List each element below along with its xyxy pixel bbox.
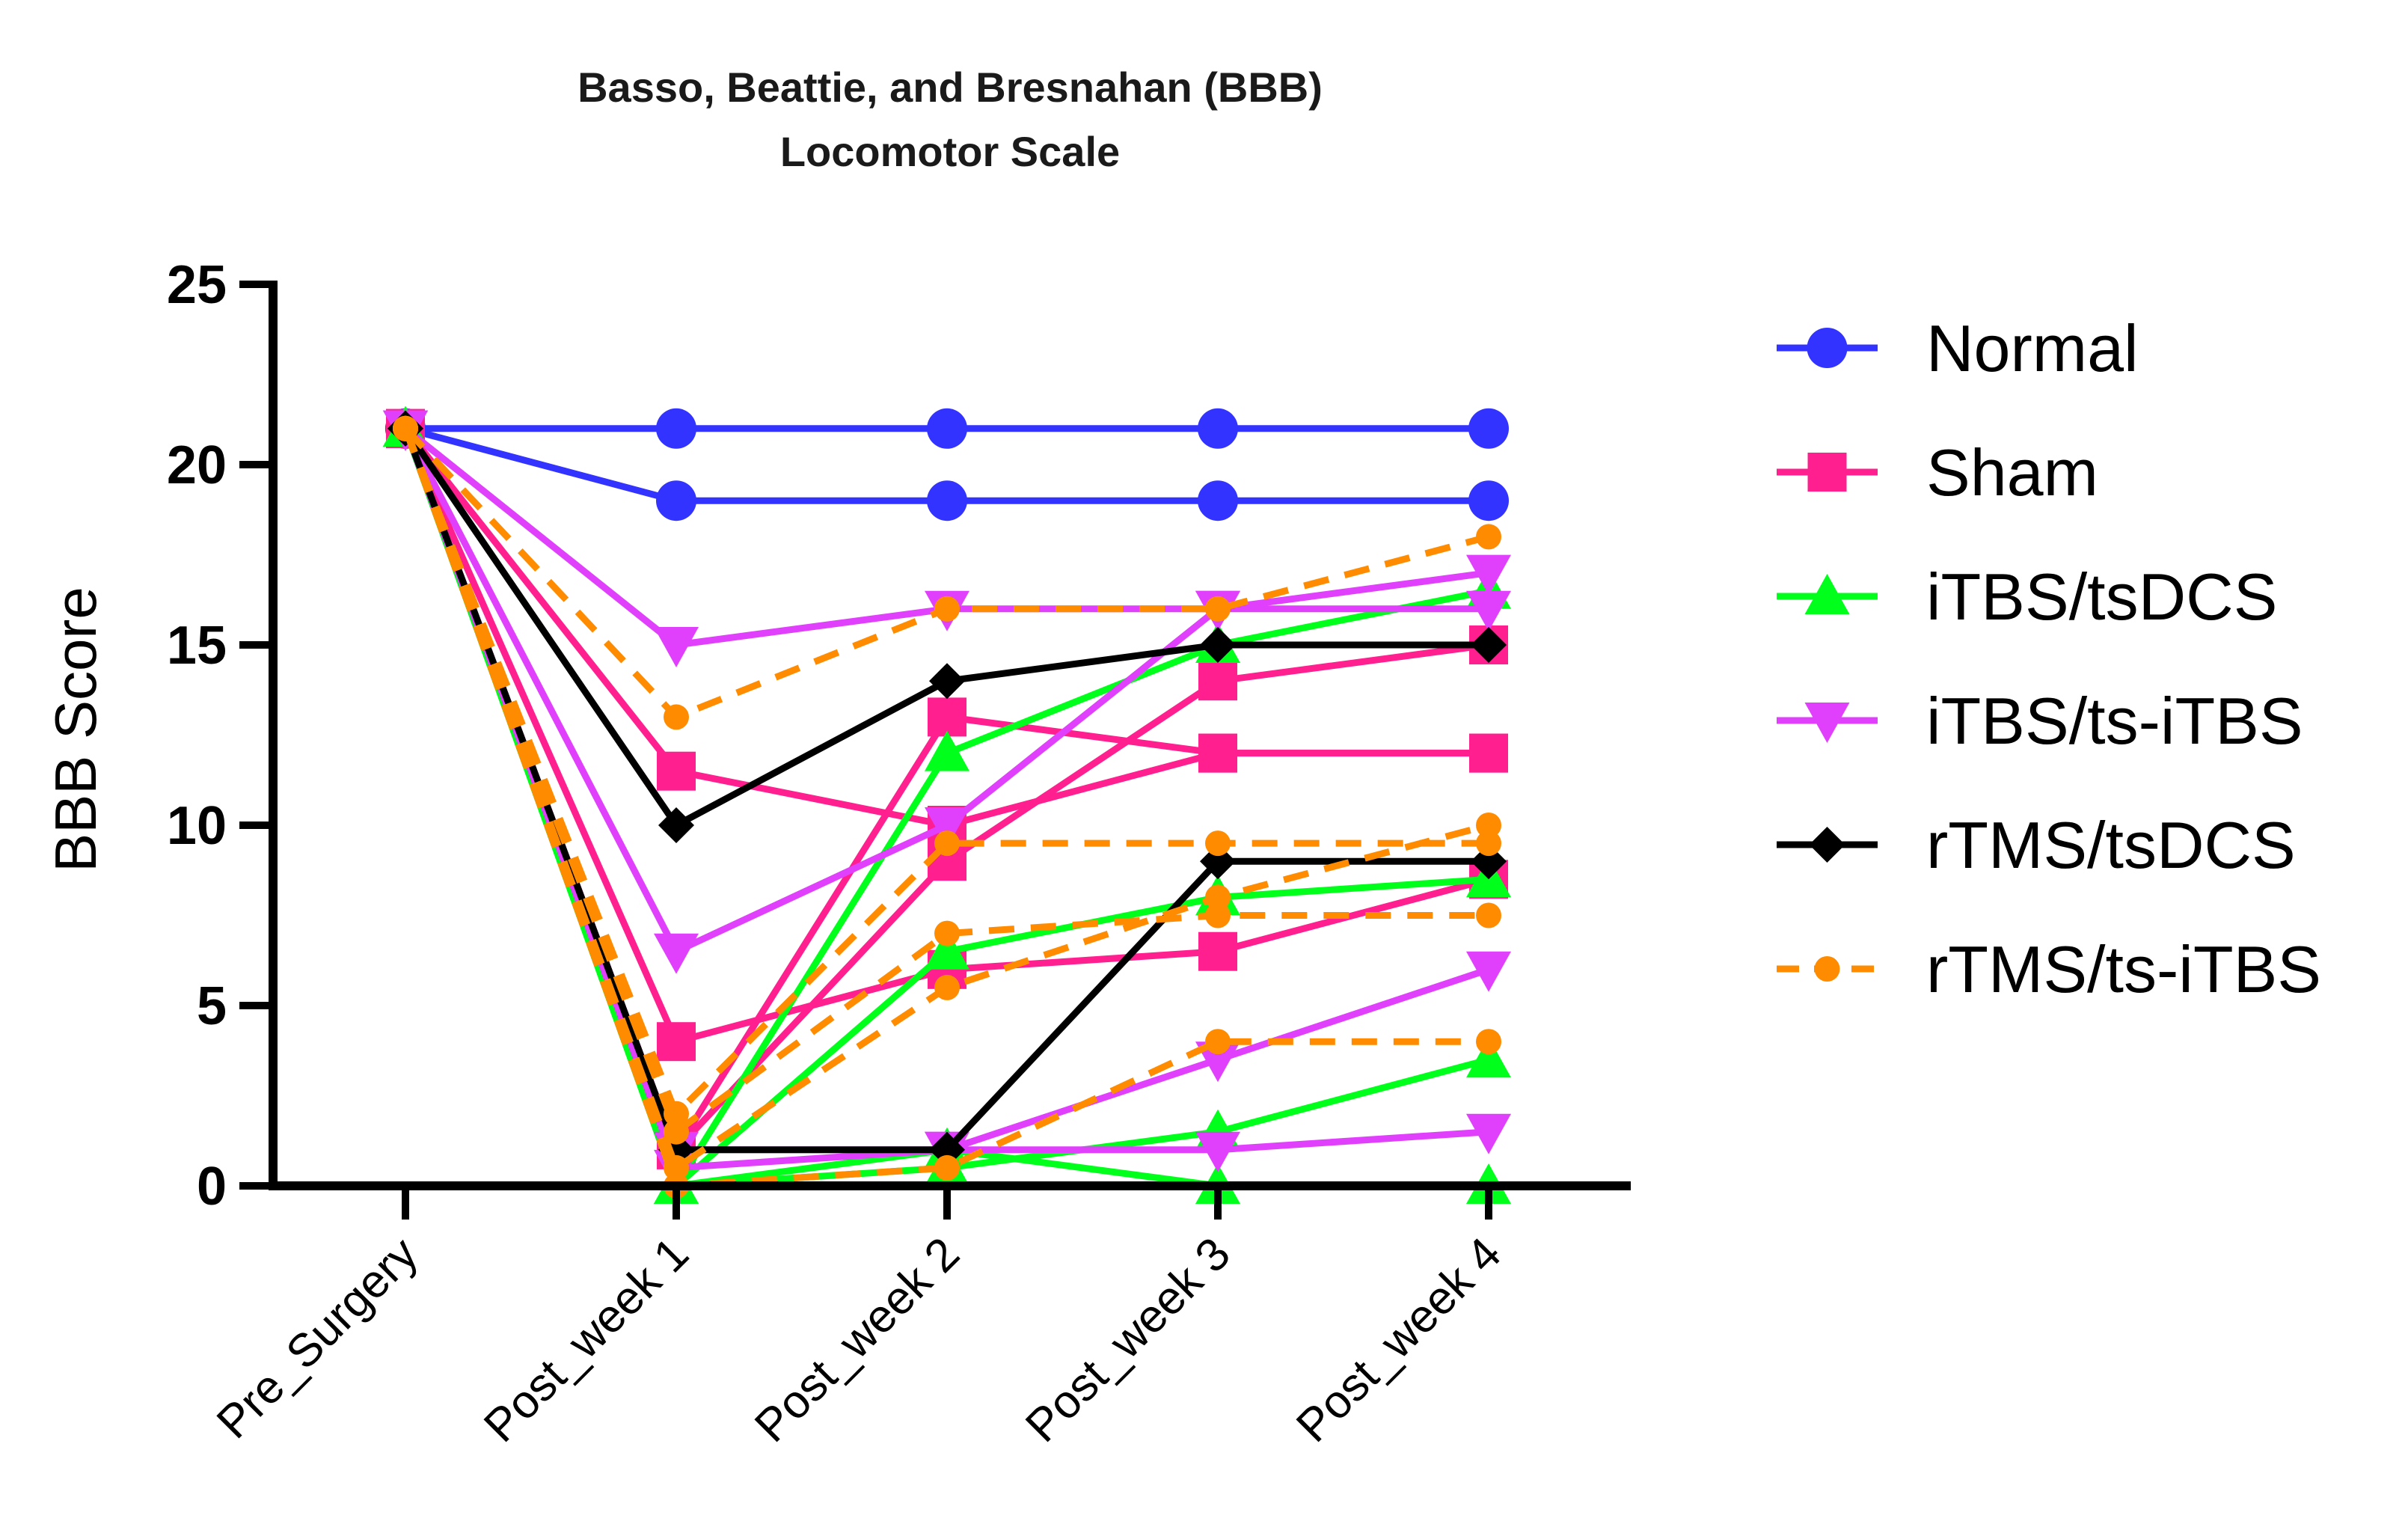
legend-label: iTBS/ts-iTBS bbox=[1926, 684, 2303, 758]
x-tick-label: Post_week 3 bbox=[1016, 1228, 1240, 1452]
y-tick-label: 0 bbox=[197, 1157, 227, 1217]
x-tick-label: Pre_Surgery bbox=[207, 1228, 428, 1448]
data-point bbox=[1468, 408, 1509, 449]
data-point bbox=[934, 920, 960, 946]
legend-swatch-marker bbox=[1804, 703, 1850, 743]
legend-swatch-marker bbox=[1809, 827, 1845, 863]
x-tick-label: Post_week 1 bbox=[474, 1228, 699, 1452]
data-point bbox=[1198, 931, 1237, 971]
data-point bbox=[656, 480, 696, 521]
data-point bbox=[1205, 884, 1231, 911]
data-point bbox=[658, 807, 694, 843]
legend-swatch-marker bbox=[1814, 956, 1840, 982]
legend-label: Sham bbox=[1926, 435, 2098, 510]
data-point bbox=[934, 830, 960, 857]
legend-item-normal: Normal bbox=[1777, 311, 2139, 385]
series-rtms-ts-itbs bbox=[393, 415, 1501, 1199]
legend-item-rtms-ts-itbs: rTMS/ts-iTBS bbox=[1777, 932, 2321, 1006]
legend-item-sham: Sham bbox=[1777, 435, 2098, 510]
plot-area bbox=[383, 406, 1511, 1204]
data-point bbox=[928, 697, 966, 737]
data-point bbox=[656, 408, 696, 449]
data-point bbox=[654, 933, 699, 974]
series-itbs-tsdcs bbox=[383, 406, 1511, 1204]
data-point bbox=[925, 807, 969, 848]
data-point bbox=[929, 663, 965, 700]
data-point bbox=[1195, 1041, 1240, 1083]
x-tick-label: Post_week 4 bbox=[1287, 1228, 1511, 1452]
y-axis-label: BBB Score bbox=[43, 587, 108, 872]
data-point bbox=[1471, 627, 1507, 663]
data-point bbox=[1466, 1037, 1511, 1078]
data-point bbox=[664, 1119, 689, 1145]
data-point bbox=[1205, 830, 1231, 857]
series-line bbox=[402, 427, 1489, 1118]
data-point bbox=[1198, 480, 1238, 521]
data-point bbox=[925, 928, 969, 970]
data-point bbox=[1200, 843, 1236, 880]
data-point bbox=[927, 480, 967, 521]
y-tick-label: 15 bbox=[167, 616, 227, 676]
data-point bbox=[929, 1131, 965, 1168]
y-tick-label: 10 bbox=[167, 796, 227, 856]
legend-label: rTMS/tsDCS bbox=[1926, 808, 2296, 882]
x-tick-label: Post_week 2 bbox=[745, 1228, 969, 1452]
data-point bbox=[925, 730, 969, 771]
data-point bbox=[1200, 627, 1236, 663]
legend-label: rTMS/ts-iTBS bbox=[1926, 932, 2321, 1006]
legend-label: iTBS/tsDCS bbox=[1926, 560, 2277, 634]
data-point bbox=[1198, 733, 1237, 773]
data-point bbox=[1466, 951, 1511, 992]
y-tick-label: 5 bbox=[197, 976, 227, 1036]
data-point bbox=[934, 974, 960, 1000]
y-tick-label: 20 bbox=[167, 435, 227, 495]
data-point bbox=[1466, 590, 1511, 631]
chart-title-line-2: Locomotor Scale bbox=[780, 128, 1120, 175]
data-point bbox=[1195, 1131, 1240, 1172]
legend-item-itbs-tsdcs: iTBS/tsDCS bbox=[1777, 560, 2277, 634]
legend: Normal Sham iTBS/tsDCS iTBS/ts-iTBS rTMS/tsD… bbox=[1777, 311, 2321, 1006]
data-point bbox=[657, 751, 696, 791]
data-point bbox=[1205, 1029, 1231, 1055]
data-point bbox=[657, 1022, 696, 1062]
data-point bbox=[934, 596, 960, 622]
legend-swatch-marker bbox=[1807, 328, 1848, 368]
legend-swatch-marker bbox=[1804, 574, 1850, 614]
legend-swatch-marker bbox=[1807, 453, 1847, 492]
data-point bbox=[1476, 1029, 1501, 1055]
series-normal bbox=[385, 408, 1509, 521]
data-point bbox=[1476, 813, 1501, 838]
data-point bbox=[393, 415, 418, 441]
data-point bbox=[1466, 554, 1511, 596]
data-point bbox=[1468, 480, 1509, 521]
legend-item-rtms-tsdcs: rTMS/tsDCS bbox=[1777, 808, 2296, 882]
data-point bbox=[934, 1154, 960, 1181]
legend-label: Normal bbox=[1926, 311, 2139, 385]
data-point bbox=[664, 704, 689, 730]
data-point bbox=[1476, 524, 1501, 550]
data-point bbox=[1469, 733, 1508, 773]
legend-item-itbs-ts-itbs: iTBS/ts-iTBS bbox=[1777, 684, 2303, 758]
chart-title-line-1: Basso, Beattie, and Bresnahan (BBB) bbox=[578, 64, 1323, 111]
series-sham bbox=[386, 409, 1508, 1169]
data-point bbox=[1205, 902, 1231, 928]
data-point bbox=[654, 627, 699, 667]
series-rtms-tsdcs bbox=[387, 410, 1507, 1168]
data-point bbox=[1476, 902, 1501, 928]
data-point bbox=[1205, 596, 1231, 622]
data-point bbox=[1471, 843, 1507, 880]
y-tick-label: 25 bbox=[167, 255, 227, 315]
data-point bbox=[1466, 1113, 1511, 1154]
data-point bbox=[927, 408, 967, 449]
data-point bbox=[1198, 661, 1237, 701]
data-point bbox=[1476, 830, 1501, 857]
data-point bbox=[1198, 408, 1238, 449]
